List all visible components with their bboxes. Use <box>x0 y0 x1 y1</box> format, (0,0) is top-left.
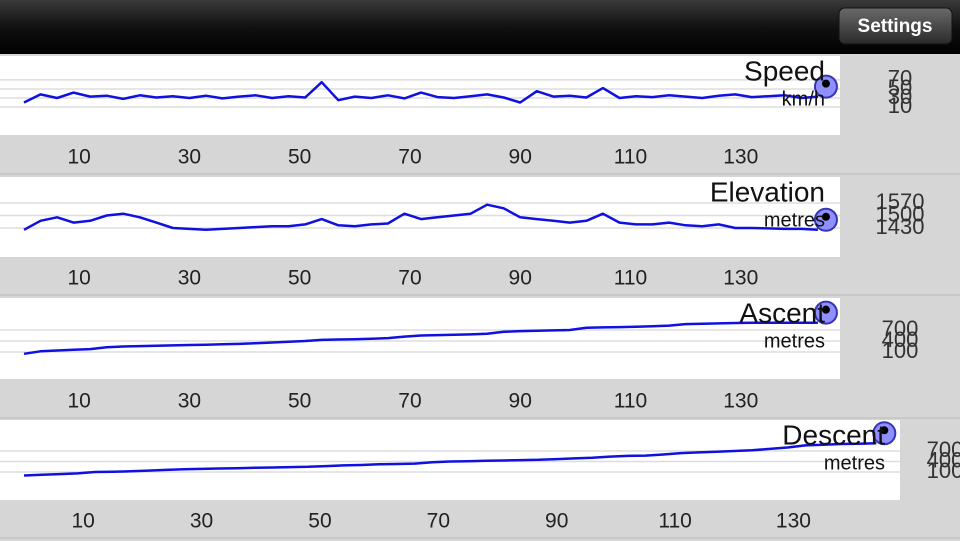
y-axis-label: metres <box>824 452 885 474</box>
x-tick-label: 90 <box>509 146 532 169</box>
x-tick-label: 30 <box>178 390 201 413</box>
y-tick-label: 700 <box>882 316 919 341</box>
position-pin-dot <box>821 79 830 88</box>
x-tick-label: 130 <box>723 267 758 290</box>
y-tick-label: 70 <box>888 66 912 91</box>
x-tick-label: 130 <box>776 510 811 533</box>
x-tick-label: 130 <box>723 146 758 169</box>
x-tick-label: 10 <box>67 390 90 413</box>
x-tick-label: 70 <box>398 390 421 413</box>
data-line <box>23 203 818 232</box>
x-tick-label: 50 <box>288 267 311 290</box>
x-tick-label: 50 <box>288 390 311 413</box>
chart-title: Descent <box>782 419 885 450</box>
chart-title: Elevation <box>710 176 825 207</box>
x-tick-label: 30 <box>178 146 201 169</box>
x-tick-label: 90 <box>509 390 532 413</box>
y-tick-label: 400 <box>927 447 960 472</box>
data-line <box>23 80 819 104</box>
y-tick-label: 1430 <box>876 214 925 239</box>
y-tick-label: 400 <box>882 327 919 352</box>
y-tick-label: 100 <box>882 338 919 363</box>
position-pin-dot <box>821 305 830 314</box>
y-tick-label: 1570 <box>876 189 925 214</box>
plot-area <box>0 298 840 379</box>
x-tick-label: 70 <box>427 510 450 533</box>
y-tick-label: 50 <box>888 75 912 100</box>
y-axis-label: metres <box>764 209 825 231</box>
y-axis-label: km/h <box>782 88 825 110</box>
x-tick-label: 90 <box>509 267 532 290</box>
x-tick-label: 110 <box>614 390 647 413</box>
x-tick-label: 50 <box>288 146 311 169</box>
x-tick-label: 110 <box>658 510 691 533</box>
x-tick-label: 10 <box>72 510 95 533</box>
x-tick-label: 70 <box>398 146 421 169</box>
settings-button[interactable] <box>838 7 953 45</box>
y-tick-label: 30 <box>888 84 912 109</box>
x-tick-label: 30 <box>178 267 201 290</box>
x-tick-label: 110 <box>614 267 647 290</box>
x-tick-label: 10 <box>67 267 90 290</box>
plot-area <box>0 420 900 500</box>
x-tick-label: 10 <box>67 146 90 169</box>
x-tick-label: 70 <box>398 267 421 290</box>
data-line <box>23 442 877 477</box>
y-tick-label: 700 <box>927 437 960 462</box>
x-tick-label: 50 <box>308 510 331 533</box>
data-line <box>23 321 818 356</box>
position-pin-dot <box>880 426 889 435</box>
x-tick-label: 130 <box>723 390 758 413</box>
position-pin-dot <box>821 212 830 221</box>
y-tick-label: 1500 <box>876 201 925 226</box>
x-tick-label: 110 <box>614 146 647 169</box>
x-tick-label: 90 <box>545 510 568 533</box>
top-bar <box>0 0 960 54</box>
x-tick-label: 30 <box>190 510 213 533</box>
y-tick-label: 100 <box>927 458 960 483</box>
y-axis-label: metres <box>764 330 825 352</box>
y-tick-label: 10 <box>888 93 912 118</box>
settings-label[interactable]: Settings <box>858 16 933 37</box>
chart-title: Ascent <box>739 297 825 328</box>
chart-title: Speed <box>744 55 825 86</box>
